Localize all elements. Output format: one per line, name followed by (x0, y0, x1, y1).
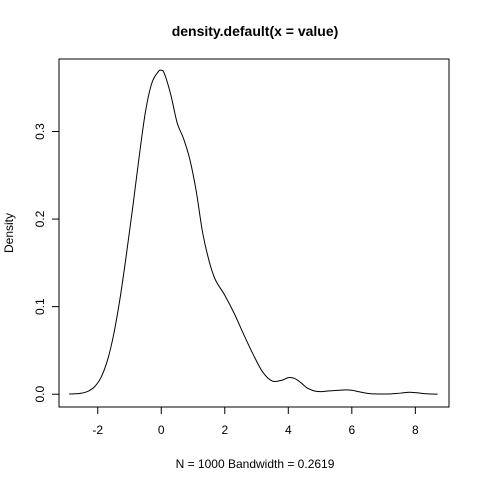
x-axis: -2 0 2 4 6 8 (92, 406, 419, 437)
x-tick-label: 4 (285, 423, 292, 437)
density-curve (69, 69, 438, 395)
y-tick-label: 0.2 (33, 210, 47, 227)
y-axis-label: Density (2, 213, 16, 253)
x-tick-label: 8 (412, 423, 419, 437)
x-tick-label: -2 (92, 423, 103, 437)
y-tick-label: 0.3 (33, 123, 47, 140)
plot-frame (58, 58, 450, 408)
x-tick-label: 2 (221, 423, 228, 437)
chart-title: density.default(x = value) (172, 23, 339, 39)
y-axis: 0.0 0.1 0.2 0.3 (33, 123, 60, 403)
x-axis-label: N = 1000 Bandwidth = 0.2619 (176, 457, 335, 471)
x-tick-label: 0 (158, 423, 165, 437)
x-tick-label: 6 (348, 423, 355, 437)
y-tick-label: 0.0 (33, 386, 47, 403)
y-tick-label: 0.1 (33, 298, 47, 315)
